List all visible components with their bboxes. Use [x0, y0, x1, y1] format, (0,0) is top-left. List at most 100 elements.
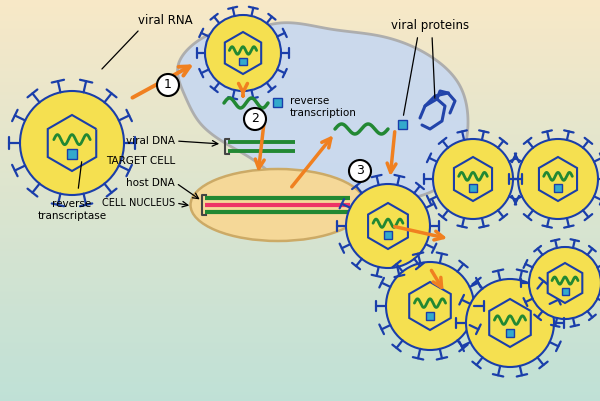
Bar [0, 340, 600, 341]
Bar [0, 295, 600, 296]
Bar [0, 14, 600, 15]
Bar [0, 100, 600, 101]
Polygon shape [368, 203, 408, 249]
Text: CELL NUCLEUS: CELL NUCLEUS [102, 198, 175, 208]
Bar [0, 298, 600, 299]
Bar [0, 280, 600, 281]
Bar [0, 12, 600, 13]
Bar [0, 184, 600, 185]
Bar [0, 188, 600, 189]
Bar [0, 35, 600, 36]
Bar [0, 223, 600, 224]
Bar [0, 332, 600, 333]
Bar [0, 111, 600, 112]
Bar [0, 19, 600, 20]
Bar [0, 157, 600, 158]
Polygon shape [178, 23, 468, 201]
Bar [0, 183, 600, 184]
Bar [0, 346, 600, 347]
Bar [0, 192, 600, 193]
Bar [0, 301, 600, 302]
Bar [0, 248, 600, 249]
Bar [0, 238, 600, 239]
Bar [0, 327, 600, 328]
Bar [0, 141, 600, 142]
Bar [0, 140, 600, 141]
Bar [0, 66, 600, 67]
Bar [0, 381, 600, 382]
Bar [0, 177, 600, 178]
Bar [0, 237, 600, 238]
Bar [0, 352, 600, 353]
Bar [0, 390, 600, 391]
Bar [0, 197, 600, 198]
Bar [0, 5, 600, 6]
Bar [0, 273, 600, 274]
Bar [0, 114, 600, 115]
Bar [0, 392, 600, 393]
Bar [0, 113, 600, 114]
Bar [0, 233, 600, 234]
Bar [0, 326, 600, 327]
Bar [0, 309, 600, 310]
Bar [0, 71, 600, 72]
Bar [0, 382, 600, 383]
Bar [0, 325, 600, 326]
Bar [0, 156, 600, 157]
Bar [0, 41, 600, 42]
Bar [0, 94, 600, 95]
Bar [0, 400, 600, 401]
Bar [0, 30, 600, 31]
Polygon shape [548, 263, 583, 303]
Bar [0, 321, 600, 322]
Bar [0, 145, 600, 146]
Bar [0, 220, 600, 221]
Bar [0, 168, 600, 169]
Bar [0, 109, 600, 110]
Bar [0, 39, 600, 40]
Bar [0, 189, 600, 190]
Bar [0, 289, 600, 290]
Bar [0, 131, 600, 132]
Bar [0, 49, 600, 50]
Bar [0, 51, 600, 52]
Bar [0, 45, 600, 46]
Bar [0, 397, 600, 398]
Bar [0, 225, 600, 226]
Bar [0, 143, 600, 144]
Bar [0, 306, 600, 307]
Bar [0, 175, 600, 176]
Bar [0, 221, 600, 222]
Bar [0, 59, 600, 60]
Circle shape [529, 247, 600, 319]
Bar [0, 77, 600, 78]
Bar [0, 3, 600, 4]
Circle shape [244, 108, 266, 130]
Bar [0, 87, 600, 88]
Bar [0, 307, 600, 308]
Bar [0, 302, 600, 303]
Bar [0, 57, 600, 58]
Bar [469, 184, 477, 192]
Bar [0, 383, 600, 384]
Circle shape [466, 279, 554, 367]
Bar [0, 294, 600, 295]
Bar [0, 61, 600, 62]
Bar [0, 359, 600, 360]
Bar [0, 139, 600, 140]
Bar [0, 399, 600, 400]
Bar [0, 296, 600, 297]
Bar [0, 263, 600, 264]
Bar [0, 208, 600, 209]
Bar [0, 0, 600, 1]
Bar [0, 37, 600, 38]
Bar [0, 137, 600, 138]
Bar [0, 76, 600, 77]
Bar [0, 20, 600, 21]
Circle shape [205, 15, 281, 91]
Bar [0, 282, 600, 283]
Bar [0, 313, 600, 314]
Bar [0, 387, 600, 388]
Bar [0, 96, 600, 97]
Bar [0, 180, 600, 181]
